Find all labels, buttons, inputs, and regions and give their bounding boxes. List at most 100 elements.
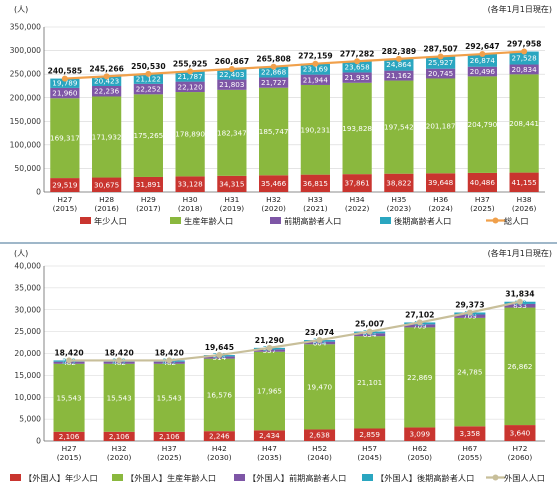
bar-segment: [259, 66, 289, 78]
segment-data-label: 20,423: [94, 77, 119, 86]
total-data-label: 25,007: [355, 320, 384, 329]
legend-swatch: [10, 474, 21, 481]
foreign-population-chart-panel: (人) (各年1月1日現在) 0 5,000 10,000 15,000 20,000 25,…: [0, 242, 557, 488]
bar-segment: [300, 174, 330, 192]
x-category-year-label: (2018): [178, 204, 203, 213]
segment-data-label: 17,965: [257, 387, 282, 396]
bar-segment: [217, 175, 247, 192]
total-data-label: 18,420: [104, 348, 133, 357]
segment-data-label: 182,347: [217, 128, 247, 137]
bar-segment: [259, 175, 289, 192]
y-tick-label: 200,000: [10, 93, 42, 102]
x-category-label: H29: [141, 195, 156, 204]
bar-segment: [426, 173, 456, 192]
segment-data-label: 30,675: [94, 180, 119, 189]
segment-data-label: 33,128: [178, 180, 204, 189]
segment-data-label: 19,789: [52, 79, 78, 88]
y-axis-unit-label: (人): [14, 249, 28, 258]
x-category-year-label: (2022): [345, 204, 370, 213]
total-point: [166, 357, 173, 364]
x-category-label: H34: [350, 195, 365, 204]
segment-data-label: 25,927: [428, 58, 453, 67]
segment-data-label: 709: [413, 321, 427, 330]
total-point: [395, 55, 402, 62]
bar-segment: [175, 71, 205, 82]
y-tick-label: 5,000: [19, 415, 41, 424]
segment-data-label: 36,815: [303, 179, 328, 188]
legend-swatch: [270, 217, 281, 224]
segment-data-label: 34,315: [219, 179, 244, 188]
legend-label: 外国人人口: [504, 473, 545, 483]
segment-data-label: 20,834: [512, 65, 538, 74]
total-point: [466, 309, 473, 316]
bar-segment: [259, 77, 289, 88]
x-category-year-label: (2015): [57, 453, 82, 462]
bar-segment: [304, 344, 336, 430]
x-category-year-label: (2035): [257, 453, 282, 462]
total-data-label: 255,925: [173, 59, 208, 68]
segment-data-label: 3,358: [460, 429, 481, 438]
segment-data-label: 2,434: [259, 431, 280, 440]
bar-segment: [342, 72, 372, 83]
bar-segment: [53, 431, 85, 441]
total-data-label: 282,389: [382, 47, 417, 56]
bar-segment: [454, 314, 486, 318]
date-note: (各年1月1日現在): [488, 248, 552, 258]
bar-segment: [354, 333, 386, 337]
segment-data-label: 23,169: [303, 65, 329, 74]
y-tick-label: 40,000: [14, 262, 41, 271]
bar-segment: [50, 178, 80, 192]
bar-segment: [509, 64, 539, 75]
segment-data-label: 178,890: [175, 130, 205, 139]
bar-segment: [253, 351, 285, 431]
x-category-year-label: (2020): [107, 453, 132, 462]
segment-data-label: 15,543: [157, 393, 182, 402]
segment-data-label: 23,658: [345, 62, 371, 71]
segment-data-label: 22,236: [94, 87, 120, 96]
total-line: [64, 50, 525, 80]
segment-data-label: 22,120: [178, 82, 204, 91]
total-point: [521, 48, 528, 55]
bar-segment: [454, 317, 486, 427]
total-data-label: 18,420: [54, 348, 83, 357]
total-point: [266, 344, 273, 351]
segment-data-label: 185,747: [259, 127, 289, 136]
y-tick-label: 20,000: [14, 349, 41, 358]
bar-segment: [504, 303, 536, 308]
bar-segment: [133, 83, 163, 95]
segment-data-label: 21,944: [303, 75, 329, 84]
segment-data-label: 22,403: [219, 70, 244, 79]
segment-data-label: 193,828: [342, 124, 372, 133]
total-point: [103, 73, 110, 80]
x-category-year-label: (2019): [220, 204, 245, 213]
segment-data-label: 2,106: [159, 432, 180, 441]
y-tick-label: 15,000: [14, 371, 41, 380]
total-data-label: 287,507: [423, 44, 458, 53]
bar-segment: [509, 172, 539, 192]
segment-data-label: 2,859: [359, 430, 380, 439]
bar-segment: [53, 363, 85, 432]
total-data-label: 18,420: [155, 348, 184, 357]
segment-data-label: 15,543: [107, 393, 132, 402]
total-data-label: 19,645: [205, 343, 234, 352]
legend-swatch: [380, 217, 391, 224]
bar-segment: [304, 429, 336, 441]
x-category-year-label: (2050): [407, 453, 432, 462]
bar-segment: [50, 78, 80, 88]
segment-data-label: 15,543: [56, 393, 81, 402]
x-category-year-label: (2021): [303, 204, 328, 213]
legend-swatch: [80, 217, 91, 224]
segment-data-label: 41,155: [512, 178, 537, 187]
legend-label: 前期高齢者人口: [284, 216, 341, 226]
total-point: [479, 51, 486, 58]
x-category-label: H47: [262, 444, 277, 453]
y-tick-label: 0: [36, 188, 41, 197]
segment-data-label: 654: [363, 330, 377, 339]
bar-segment: [203, 358, 235, 432]
x-category-label: H37: [475, 195, 490, 204]
x-category-label: H36: [433, 195, 448, 204]
population-chart-panel: (人) (各年1月1日現在) 0 50,000 100,000 150,000 200,00…: [0, 0, 557, 238]
y-tick-label: 250,000: [10, 70, 42, 79]
bar-segment: [467, 76, 497, 173]
total-data-label: 272,159: [298, 52, 333, 61]
